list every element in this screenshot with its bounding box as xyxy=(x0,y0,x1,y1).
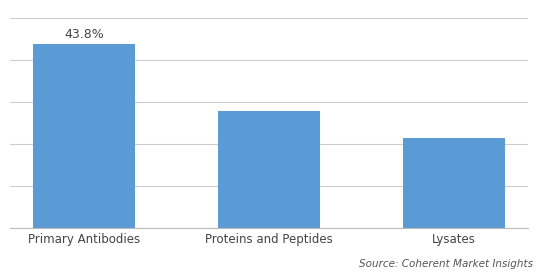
Bar xyxy=(33,44,135,228)
Bar xyxy=(403,138,505,228)
Bar xyxy=(218,110,320,228)
Text: 43.8%: 43.8% xyxy=(64,28,104,41)
Text: Source: Coherent Market Insights: Source: Coherent Market Insights xyxy=(359,259,533,269)
